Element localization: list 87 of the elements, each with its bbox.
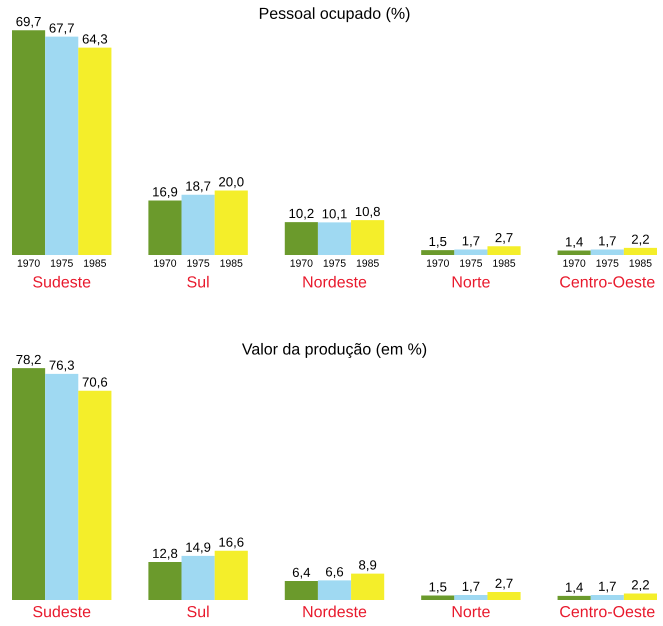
bar: [284, 581, 318, 600]
text: 1975: [187, 259, 210, 267]
bar: [12, 30, 46, 255]
series-label: 1985: [84, 259, 106, 267]
x-tick-label: Nordeste: [303, 276, 366, 288]
series-label: 1975: [50, 259, 73, 267]
data-label: 6,6: [326, 567, 344, 578]
chart-title: Pessoal ocupado (%): [260, 7, 410, 22]
bar: [454, 250, 488, 255]
data-label: 2,7: [496, 578, 513, 590]
text: 1985: [493, 259, 516, 267]
bar: [182, 556, 215, 600]
x-tick-label: Sudeste: [33, 276, 90, 288]
data-label: 1,4: [566, 582, 583, 594]
bar: [45, 36, 78, 255]
bar: [351, 574, 384, 600]
text: 1975: [324, 259, 346, 267]
bar: [148, 200, 182, 255]
data-label: 18,7: [186, 181, 210, 192]
bar: [558, 596, 591, 600]
bar: [318, 222, 352, 255]
text: 1970: [426, 259, 449, 267]
series-label: 1970: [18, 259, 40, 267]
text: 1970: [154, 259, 176, 267]
bar: [590, 594, 624, 600]
text: 1985: [630, 259, 652, 267]
bar: [12, 368, 46, 600]
data-label: 10,2: [290, 208, 314, 220]
x-tick-label: Norte: [452, 276, 490, 288]
data-label: 1,7: [599, 582, 616, 593]
data-label: 1,5: [430, 236, 446, 248]
bar: [421, 250, 454, 255]
x-tick-label: Sul: [187, 606, 209, 618]
bar: [558, 250, 591, 255]
data-label: 1,7: [462, 236, 480, 248]
bar: [78, 48, 112, 255]
data-label: 16,6: [219, 537, 244, 548]
data-label: 2,2: [632, 580, 649, 592]
data-label: 20,0: [219, 177, 244, 188]
text: 1970: [563, 259, 586, 267]
data-label: 1,7: [599, 236, 616, 248]
data-label: 6,4: [292, 568, 310, 579]
text: 1985: [356, 259, 379, 267]
bar: [590, 250, 624, 255]
data-label: 16,9: [153, 187, 178, 198]
bar: [214, 550, 248, 600]
chart-title: Valor da produção (em %): [242, 342, 426, 358]
bar: [78, 390, 112, 600]
bar: [624, 593, 657, 600]
bar: [284, 222, 318, 255]
data-label: 12,8: [153, 548, 178, 560]
bar: [454, 594, 488, 600]
data-label: 14,9: [186, 542, 210, 554]
data-label: 1,5: [430, 582, 446, 594]
data-label: 2,2: [632, 234, 649, 246]
bar: [421, 596, 454, 600]
data-label: 69,7: [16, 16, 41, 28]
x-tick-label: Centro-Oeste: [560, 606, 655, 618]
data-label: 67,7: [50, 23, 74, 34]
data-label: 76,3: [50, 360, 74, 372]
data-label: 70,6: [82, 377, 108, 388]
x-tick-label: Sul: [187, 276, 209, 288]
text: 1970: [290, 259, 313, 267]
x-tick-label: Sudeste: [33, 606, 90, 618]
bar: [182, 194, 215, 255]
data-label: 10,8: [356, 206, 380, 218]
text: 1975: [596, 259, 618, 267]
data-label: 1,7: [462, 582, 480, 593]
bar: [487, 592, 521, 600]
bar: [45, 374, 78, 600]
text: 1975: [460, 259, 482, 267]
bar: [487, 246, 521, 255]
data-label: 1,4: [566, 237, 583, 248]
data-label: 64,3: [82, 34, 108, 46]
bar: [351, 220, 384, 255]
bar: [624, 248, 657, 255]
data-label: 10,1: [322, 209, 347, 220]
x-tick-label: Centro-Oeste: [560, 276, 655, 288]
data-label: 8,9: [359, 560, 376, 572]
x-tick-label: Norte: [452, 606, 490, 618]
x-tick-label: Nordeste: [303, 606, 366, 618]
bar: [148, 562, 182, 600]
data-label: 78,2: [16, 354, 41, 366]
text: 1985: [220, 259, 242, 267]
data-label: 2,7: [496, 232, 513, 244]
bar: [214, 190, 248, 255]
bar: [318, 580, 352, 600]
